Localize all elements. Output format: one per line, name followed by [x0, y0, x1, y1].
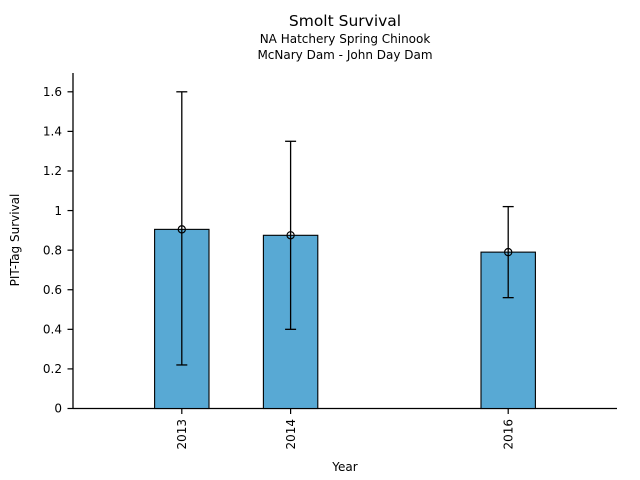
- point-marker-2013: [177, 225, 186, 234]
- y-tick-label: 1: [54, 204, 62, 218]
- y-tick-label: 0: [54, 402, 62, 416]
- y-tick-label: 1.6: [43, 85, 62, 99]
- x-tick-label: 2013: [175, 419, 189, 450]
- y-tick-label: 0.2: [43, 362, 62, 376]
- y-tick-label: 0.4: [43, 323, 62, 337]
- chart-subtitle-line2: McNary Dam - John Day Dam: [257, 47, 433, 62]
- x-tick-label: 2016: [501, 419, 515, 450]
- chart-subtitle-line1: NA Hatchery Spring Chinook: [259, 32, 431, 46]
- y-tick-label: 0.8: [43, 243, 62, 257]
- chart-title: Smolt Survival: [288, 12, 402, 30]
- point-marker-2016: [504, 247, 513, 257]
- x-tick-label: 2014: [284, 419, 298, 450]
- y-tick-label: 1.4: [43, 125, 62, 139]
- y-axis-label: PIT-Tag Survival: [8, 193, 22, 287]
- x-axis-label: Year: [332, 460, 358, 474]
- point-marker-2014: [286, 231, 295, 240]
- y-tick-label: 0.6: [43, 283, 62, 297]
- chart-subtitle: NA Hatchery Spring Chinook McNary Dam - …: [73, 32, 617, 63]
- y-tick-label: 1.2: [43, 164, 62, 178]
